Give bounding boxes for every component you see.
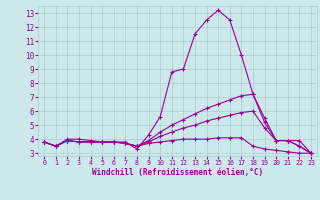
X-axis label: Windchill (Refroidissement éolien,°C): Windchill (Refroidissement éolien,°C): [92, 168, 263, 177]
